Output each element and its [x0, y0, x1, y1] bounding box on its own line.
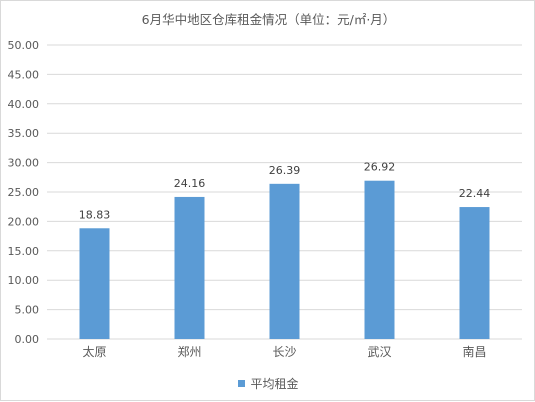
- y-tick-label: 5.00: [15, 304, 40, 317]
- data-label-2: 24.16: [174, 177, 206, 190]
- legend: 平均租金: [1, 375, 535, 392]
- bar-4: [364, 180, 395, 339]
- bars: [79, 180, 490, 339]
- x-tick-label-2: 郑州: [177, 344, 201, 359]
- y-tick-label: 40.00: [8, 98, 40, 111]
- bar-3: [269, 183, 300, 339]
- y-tick-label: 25.00: [8, 186, 40, 199]
- data-label-1: 18.83: [79, 208, 111, 221]
- y-tick-label: 15.00: [8, 245, 40, 258]
- bar-1: [79, 228, 110, 339]
- x-tick-label-5: 南昌: [462, 344, 486, 359]
- x-axis-ticks: 太原 郑州 长沙 武汉 南昌: [82, 344, 486, 359]
- legend-swatch: [238, 380, 246, 387]
- y-tick-label: 30.00: [8, 157, 40, 170]
- y-axis-ticks: 0.00 5.00 10.00 15.00 20.00 25.00 30.00 35.00 40…: [8, 39, 40, 346]
- legend-label: 平均租金: [250, 377, 299, 391]
- chart-title: 6月华中地区仓库租金情况（单位：元/㎡·月）: [141, 12, 396, 27]
- bar-2: [174, 196, 205, 339]
- bar-5: [459, 207, 490, 339]
- y-tick-label: 20.00: [8, 215, 40, 228]
- data-label-4: 26.92: [364, 161, 396, 174]
- data-label-3: 26.39: [269, 164, 301, 177]
- data-labels: 18.83 24.16 26.39 26.92 22.44: [79, 161, 491, 222]
- y-tick-label: 10.00: [8, 274, 40, 287]
- data-label-5: 22.44: [459, 187, 491, 200]
- y-tick-label: 45.00: [8, 68, 40, 81]
- x-tick-label-1: 太原: [82, 344, 106, 359]
- x-tick-label-3: 长沙: [272, 345, 296, 359]
- y-tick-label: 35.00: [8, 127, 40, 140]
- x-tick-label-4: 武汉: [367, 345, 391, 359]
- y-tick-label: 50.00: [8, 39, 40, 52]
- y-tick-label: 0.00: [15, 333, 40, 346]
